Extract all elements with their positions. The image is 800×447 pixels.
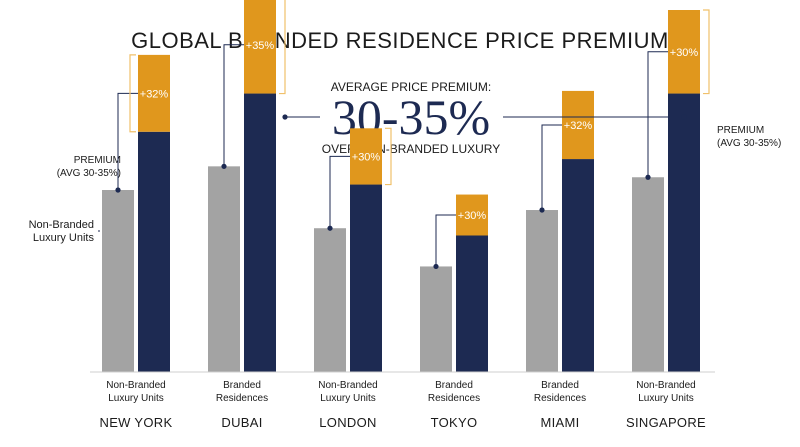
bar-premium <box>244 0 276 94</box>
callout-dot-right <box>681 114 687 120</box>
category-sublabel: Non-Branded <box>106 380 165 391</box>
bar-branded <box>138 131 170 372</box>
bar-non-branded <box>208 166 240 372</box>
bars-layer: +32% Non-Branded Luxury Units NEW YORK +35% B… <box>90 0 715 430</box>
premium-bracket <box>279 0 286 95</box>
category-sublabel: Luxury Units <box>638 393 694 404</box>
bar-premium <box>138 54 170 132</box>
category-label: LONDON <box>319 415 376 430</box>
connector-line <box>435 214 456 267</box>
connector-line <box>647 51 668 178</box>
category-sublabel: Non-Branded <box>636 380 695 391</box>
category-sublabel: Branded <box>541 380 579 391</box>
premium-bracket <box>703 9 710 95</box>
legend-right-premium-line1: PREMIUM <box>717 125 764 136</box>
bar-branded <box>456 235 488 372</box>
premium-bracket <box>385 127 392 186</box>
category-sublabel: Non-Branded <box>318 380 377 391</box>
category-label: TOKYO <box>431 415 478 430</box>
bar-premium <box>562 90 594 160</box>
legend-left-premium-line1: PREMIUM <box>74 155 121 166</box>
connector-dot <box>221 163 227 169</box>
category-sublabel: Residences <box>428 393 480 404</box>
bar-non-branded <box>314 228 346 372</box>
connector-dot <box>645 174 651 180</box>
legend-left-nonbranded-line1: Non-Branded <box>29 219 94 231</box>
category-sublabel: Luxury Units <box>108 393 164 404</box>
bar-non-branded <box>632 177 664 372</box>
category-sublabel: Residences <box>534 393 586 404</box>
premium-bracket <box>129 54 136 133</box>
callout-bottom: OVER NON-BRANDED LUXURY <box>322 142 500 156</box>
connector-dot <box>433 263 439 270</box>
category-label: MIAMI <box>540 415 579 430</box>
connector-line <box>541 124 562 211</box>
category-sublabel: Branded <box>435 380 473 391</box>
category-sublabel: Residences <box>216 393 268 404</box>
category-sublabel: Luxury Units <box>320 393 376 404</box>
callout-dot-left <box>282 114 288 120</box>
bar-non-branded <box>526 210 558 372</box>
category-label: DUBAI <box>221 415 262 430</box>
bar-premium <box>350 128 382 185</box>
connector-dot <box>539 207 545 213</box>
bar-branded <box>244 93 276 372</box>
bar-branded <box>668 93 700 372</box>
connector-dot <box>115 187 121 193</box>
premium-label: +30% <box>458 210 487 222</box>
category-label: NEW YORK <box>100 415 173 430</box>
premium-label: +32% <box>564 120 593 132</box>
connector-line <box>117 92 138 190</box>
callout-top: AVERAGE PRICE PREMIUM: <box>331 80 491 94</box>
premium-label: +30% <box>670 47 699 59</box>
bar-premium <box>456 194 488 236</box>
legend-left-nonbranded-line2: Luxury Units <box>33 232 95 244</box>
connector-dot <box>327 225 333 231</box>
category-sublabel: Branded <box>223 380 261 391</box>
bar-premium <box>668 10 700 94</box>
legend-right-premium-line2: (AVG 30-35%) <box>717 138 781 149</box>
legend-left-premium-line2: (AVG 30-35%) <box>57 168 121 179</box>
bar-branded <box>350 184 382 372</box>
connector-line <box>223 44 244 167</box>
chart-title: GLOBAL BRANDED RESIDENCE PRICE PREMIUM <box>131 28 669 53</box>
premium-label: +30% <box>352 151 381 163</box>
bar-non-branded <box>102 190 134 372</box>
bar-non-branded <box>420 266 452 372</box>
bar-branded <box>562 159 594 372</box>
connector-line <box>329 155 350 229</box>
category-label: SINGAPORE <box>626 415 706 430</box>
premium-label: +35% <box>246 40 275 52</box>
premium-label: +32% <box>140 88 169 100</box>
